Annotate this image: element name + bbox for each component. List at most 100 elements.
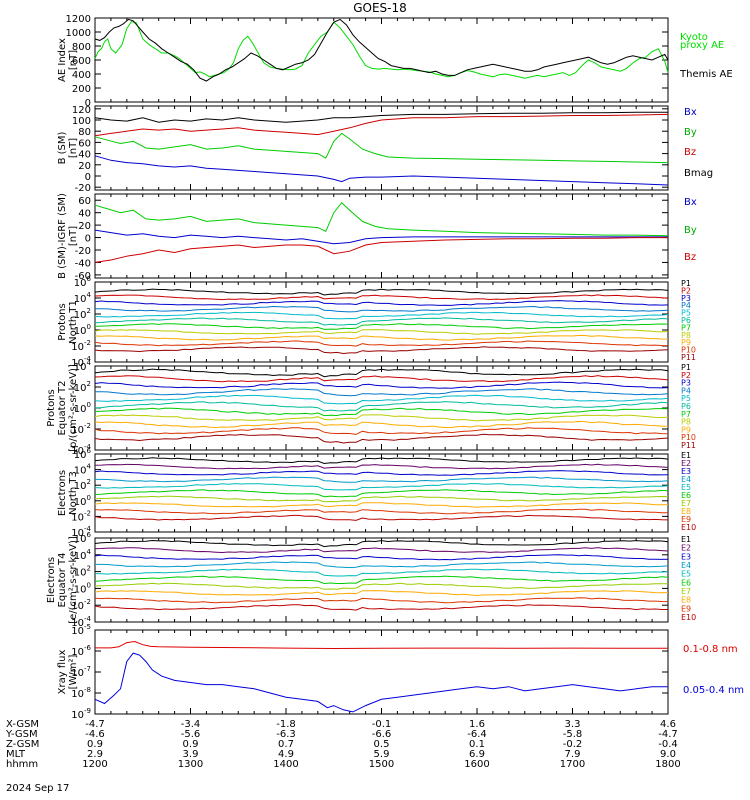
y-axis-label: Protons [57,303,68,340]
legend-label: P5 [681,309,691,318]
legend-label: Kyoto [680,32,708,43]
axis-value: 0.9 [183,739,199,750]
legend-label: P7 [681,323,691,332]
channel-line [94,508,669,515]
channel-line [94,388,669,397]
y-axis-label: Protons [46,389,57,426]
channel-line [94,502,669,508]
legend-label: E5 [681,570,691,579]
channel-line [94,381,669,389]
y-tick-label: -60 [75,271,91,282]
axis-value: 1400 [273,759,298,770]
legend-label: P3 [681,294,691,303]
channel-line [94,539,669,548]
legend-label: P8 [681,418,691,427]
axis-row-label: Y-GSM [5,729,38,740]
y-tick-label: 106 [74,531,92,545]
y-tick-label: 40 [78,209,91,220]
axis-value: -4.7 [658,729,678,740]
axis-value: 1200 [82,759,107,770]
y-axis-label: [e/(cm²-s-sr-keV)] [68,536,79,624]
axis-value: 3.3 [565,719,581,730]
legend-label: Bx [684,107,697,118]
channel-line [94,401,669,412]
channel-line [94,457,669,465]
legend-label: E8 [681,596,691,605]
panel-frame [94,193,669,279]
axis-value: -6.3 [276,729,296,740]
axis-value: -0.1 [372,719,392,730]
y-tick-label: 800 [72,42,91,53]
series-0-1-0-8-nm [95,640,668,650]
y-tick-label: 100 [74,581,91,595]
y-tick-label: 20 [78,161,91,172]
legend-label: E3 [681,552,691,561]
axis-value: 4.9 [278,749,294,760]
axis-value: 2.9 [87,749,103,760]
legend-label: E10 [681,523,696,532]
y-axis-label: [nT] [68,138,79,158]
y-tick-label: 100 [74,323,91,337]
channel-line [94,375,669,383]
y-tick-label: 0 [85,98,91,109]
date-label: 2024 Sep 17 [6,783,69,794]
legend-label: E4 [681,561,691,570]
channel-line [94,604,668,611]
axis-value: -3.4 [181,719,201,730]
y-tick-label: 100 [74,494,91,508]
legend-label: P9 [681,338,691,347]
y-tick-label: 1000 [66,28,91,39]
channel-line [94,575,669,585]
y-axis-label: [nT] [68,50,79,70]
axis-value: 1800 [655,759,680,770]
legend-label: Bz [684,252,696,263]
channel-line [94,346,669,355]
legend-label: P10 [681,346,696,355]
channel-line [94,420,669,429]
channel-line [94,334,669,341]
y-tick-label: 600 [72,56,91,67]
y-tick-label: 102 [74,380,91,394]
legend-label: By [684,127,697,138]
y-tick-label: 10-2 [71,598,91,612]
y-tick-label: 104 [74,463,92,477]
y-tick-label: 10-4 [71,443,91,457]
y-tick-label: 10-4 [71,355,91,369]
legend-label: Bx [684,197,697,208]
y-tick-label: 10-4 [71,615,91,629]
axis-value: 5.9 [374,749,390,760]
y-axis-label: Equator T4 [57,553,68,608]
y-tick-label: 106 [74,275,92,289]
channel-line [94,582,668,590]
legend-label: Themis AE [679,69,733,80]
axis-value: 4.6 [660,719,676,730]
series-bmag [94,111,668,123]
channel-line [94,427,669,435]
legend-label: P4 [681,301,691,310]
y-tick-label: 100 [74,401,91,415]
y-tick-label: 60 [78,196,91,207]
channel-line [94,514,669,521]
y-axis-label: [nT] [68,226,79,246]
legend-label: proxy AE [680,40,724,51]
y-tick-label: -20 [75,183,91,194]
panel-frame [94,365,669,451]
panel-frame [94,629,669,715]
axis-value: 1300 [178,759,203,770]
y-tick-label: 400 [72,70,91,81]
legend-label: Bmag [684,168,713,179]
legend-label: P1 [681,363,691,372]
axis-value: 0.7 [278,739,294,750]
legend-label: E5 [681,483,691,492]
legend-label: P7 [681,410,691,419]
series-bz [94,237,668,263]
y-tick-label: -20 [75,246,91,257]
channel-line [94,590,669,597]
panel-xray: 10-9 10-8 10-7 10-6 10-5 Xray flux [W/m²] 0.1-0… [57,623,744,721]
axis-value: 0.9 [87,739,103,750]
y-axis-label: AE Index [57,38,68,82]
legend-label: P1 [681,279,691,288]
legend-label: P10 [681,433,696,442]
axis-row-label: Z-GSM [6,739,39,750]
